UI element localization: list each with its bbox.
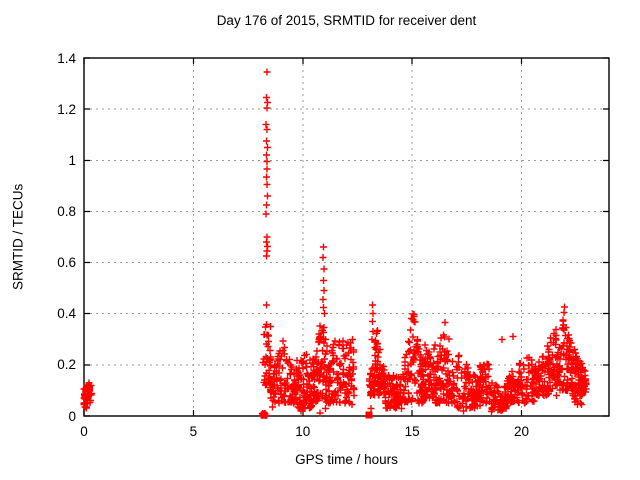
x-axis-label: GPS time / hours — [295, 452, 398, 467]
x-tick-label: 0 — [80, 424, 88, 439]
y-tick-label: 0.8 — [57, 203, 76, 219]
y-tick-label: 1.2 — [57, 101, 76, 117]
y-tick-label: 0.2 — [57, 357, 76, 373]
y-tick-label: 1.4 — [57, 50, 76, 66]
plot-border — [83, 57, 610, 417]
y-tick-label: 1 — [68, 152, 76, 168]
axis-ticks — [83, 57, 609, 417]
data-points — [80, 68, 590, 419]
x-tick-label: 10 — [295, 424, 311, 439]
y-tick-label: 0.6 — [57, 255, 76, 271]
x-tick-label: 20 — [513, 424, 530, 439]
chart-title: Day 176 of 2015, SRMTID for receiver den… — [216, 13, 477, 28]
x-tick-label: 5 — [189, 424, 198, 439]
y-tick-label: 0 — [68, 408, 76, 424]
x-tick-label: 15 — [404, 424, 420, 439]
y-tick-label: 0.4 — [57, 306, 76, 322]
zero-square-marker — [365, 411, 373, 419]
zero-square-marker — [260, 411, 268, 419]
